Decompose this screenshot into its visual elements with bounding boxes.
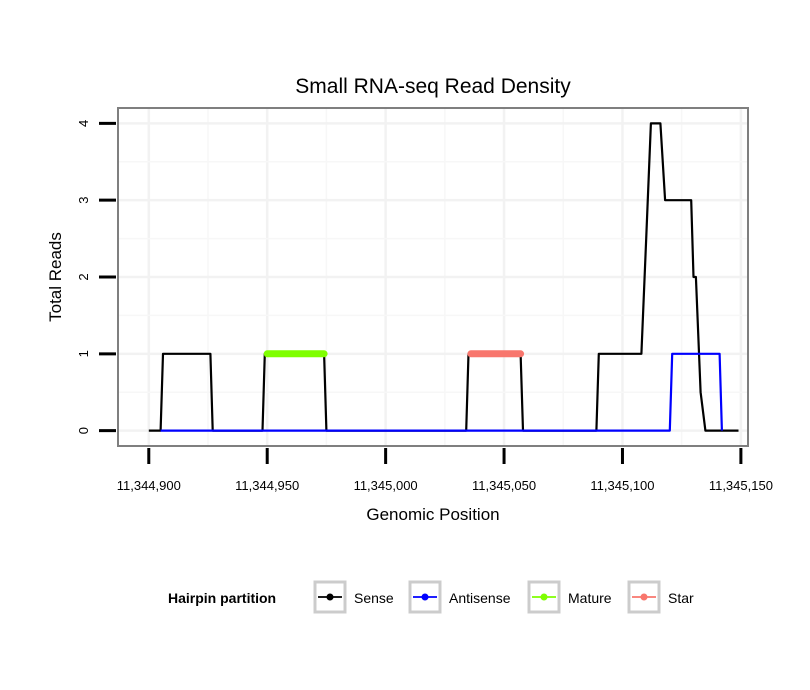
y-tick-label: 1: [76, 350, 91, 357]
y-axis-title: Total Reads: [46, 232, 65, 322]
y-tick-label: 0: [76, 427, 91, 434]
legend-key-point: [540, 593, 548, 601]
legend-key-point: [421, 593, 429, 601]
x-tick-label: 11,345,000: [354, 478, 418, 493]
y-axis: 0 1 2 3 4: [76, 120, 116, 434]
x-tick-label: 11,344,900: [117, 478, 181, 493]
legend-label-star: Star: [668, 590, 694, 606]
chart-title: Small RNA-seq Read Density: [295, 75, 571, 98]
grid-lines: [118, 108, 748, 446]
legend-label-sense: Sense: [354, 590, 394, 606]
legend: Hairpin partition Sense Antisense Mature St…: [168, 580, 694, 614]
y-tick-label: 3: [76, 197, 91, 204]
series-lines: [148, 122, 739, 432]
x-axis-title: Genomic Position: [366, 505, 499, 524]
y-tick-label: 4: [76, 120, 91, 127]
legend-key-point: [326, 593, 334, 601]
legend-key-point: [640, 593, 648, 601]
y-tick-label: 2: [76, 273, 91, 280]
x-tick-label: 11,345,100: [590, 478, 654, 493]
series-line-antisense: [160, 352, 723, 432]
legend-label-mature: Mature: [568, 590, 612, 606]
x-tick-label: 11,344,950: [235, 478, 299, 493]
legend-title: Hairpin partition: [168, 590, 276, 606]
legend-label-antisense: Antisense: [449, 590, 511, 606]
x-tick-label: 11,345,050: [472, 478, 536, 493]
plot-border: [117, 107, 749, 447]
x-axis: 11,344,900 11,344,950 11,345,000 11,345,050…: [117, 448, 773, 493]
x-tick-label: 11,345,150: [709, 478, 773, 493]
